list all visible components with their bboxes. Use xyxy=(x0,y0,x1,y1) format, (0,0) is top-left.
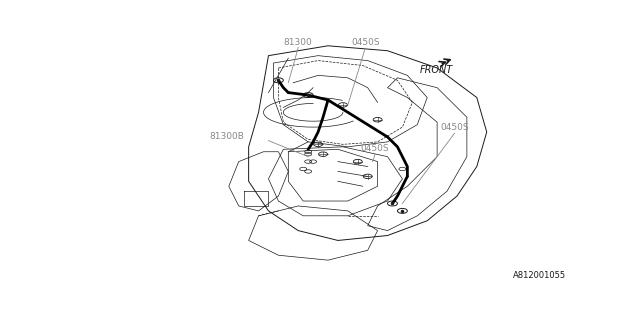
Text: FRONT: FRONT xyxy=(420,65,453,76)
Text: 0450S: 0450S xyxy=(440,123,468,132)
Text: 81300: 81300 xyxy=(284,38,312,47)
Text: 0450S: 0450S xyxy=(351,38,380,47)
Text: 0450S: 0450S xyxy=(361,144,389,153)
Text: 81300B: 81300B xyxy=(209,132,244,141)
Text: A812001055: A812001055 xyxy=(513,271,566,280)
